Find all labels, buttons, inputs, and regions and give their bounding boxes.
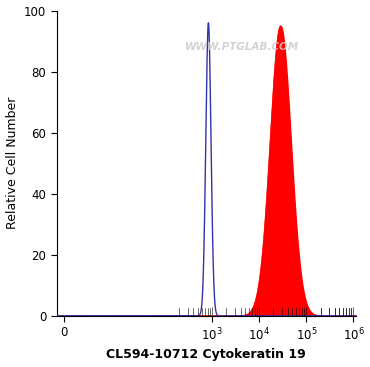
X-axis label: CL594-10712 Cytokeratin 19: CL594-10712 Cytokeratin 19 — [107, 348, 306, 361]
Text: WWW.PTGLAB.COM: WWW.PTGLAB.COM — [185, 42, 299, 52]
Y-axis label: Relative Cell Number: Relative Cell Number — [6, 97, 18, 229]
